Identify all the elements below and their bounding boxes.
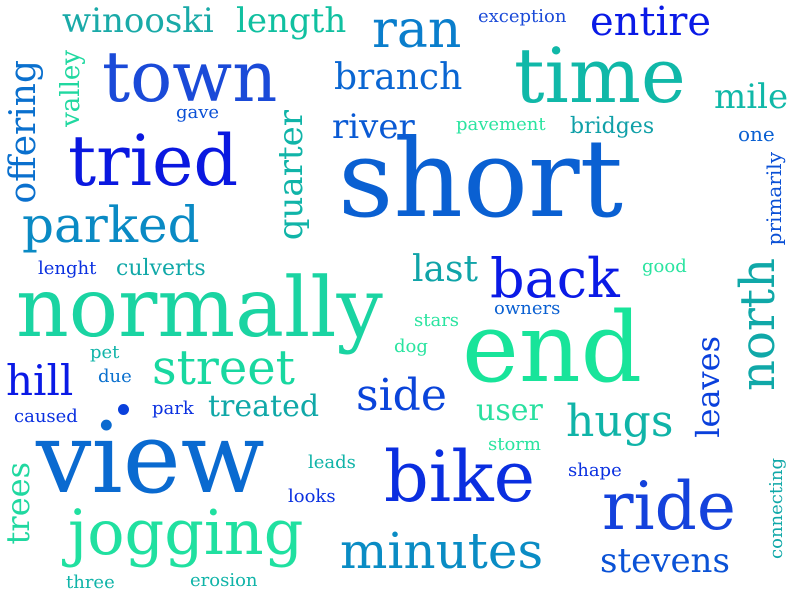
word-looks: looks <box>288 486 336 507</box>
word-branch: branch <box>334 57 463 98</box>
word-park: park <box>152 398 194 419</box>
word-jogging: jogging <box>68 496 304 569</box>
word-ran: ran <box>372 0 462 60</box>
word-three: three <box>66 572 115 593</box>
word-stevens: stevens <box>600 541 730 581</box>
word-length: length <box>236 1 347 41</box>
word-shape: shape <box>568 460 622 481</box>
word-good: good <box>642 256 687 277</box>
word-entire: entire <box>590 0 712 45</box>
word-one: one <box>738 122 775 146</box>
word-town: town <box>102 36 278 118</box>
word-view: view <box>36 402 265 516</box>
word-north: north <box>730 258 786 391</box>
word-winooski: winooski <box>62 1 214 41</box>
word-mile: mile <box>714 77 789 117</box>
word-tried: tried <box>68 120 239 202</box>
word-short: short <box>338 117 624 242</box>
word-street: street <box>152 340 295 396</box>
word-river: river <box>332 107 415 147</box>
word-pet: pet <box>90 342 120 363</box>
word-hugs: hugs <box>566 396 674 447</box>
word-pavement: pavement <box>456 114 546 135</box>
word-storm: storm <box>488 434 541 455</box>
word-quarter: quarter <box>271 110 311 241</box>
word-treated: treated <box>208 389 320 424</box>
word-user: user <box>476 393 543 428</box>
word-owners: owners <box>494 298 561 319</box>
word-normally: normally <box>16 261 383 356</box>
word-time: time <box>514 31 686 120</box>
word-exception: exception <box>478 6 567 27</box>
word-stars: stars <box>414 310 460 331</box>
word-end: end <box>462 292 643 404</box>
word-hill: hill <box>6 356 74 405</box>
word-ride: ride <box>602 468 736 545</box>
word-primarily: primarily <box>762 152 786 246</box>
word-leads: leads <box>308 452 356 473</box>
word-back: back <box>490 247 620 310</box>
word-last: last <box>412 249 478 290</box>
word-caused: caused <box>14 406 78 427</box>
word-trees: trees <box>0 462 37 545</box>
word-bridges: bridges <box>570 114 655 139</box>
word-leaves: leaves <box>689 336 727 438</box>
word-due: due <box>98 366 132 387</box>
word-erosion: erosion <box>190 570 258 591</box>
word-culverts: culverts <box>116 256 206 281</box>
word-lenght: lenght <box>38 258 97 279</box>
word-bike: bike <box>384 436 536 518</box>
word-parked: parked <box>22 196 200 254</box>
dot-mark <box>118 404 129 415</box>
word-valley: valley <box>56 50 86 127</box>
word-side: side <box>356 370 447 421</box>
word-dog: dog <box>394 336 428 357</box>
word-minutes: minutes <box>340 522 544 580</box>
word-connecting: connecting <box>766 458 787 559</box>
word-gave: gave <box>176 102 220 123</box>
word-offering: offering <box>3 60 44 204</box>
